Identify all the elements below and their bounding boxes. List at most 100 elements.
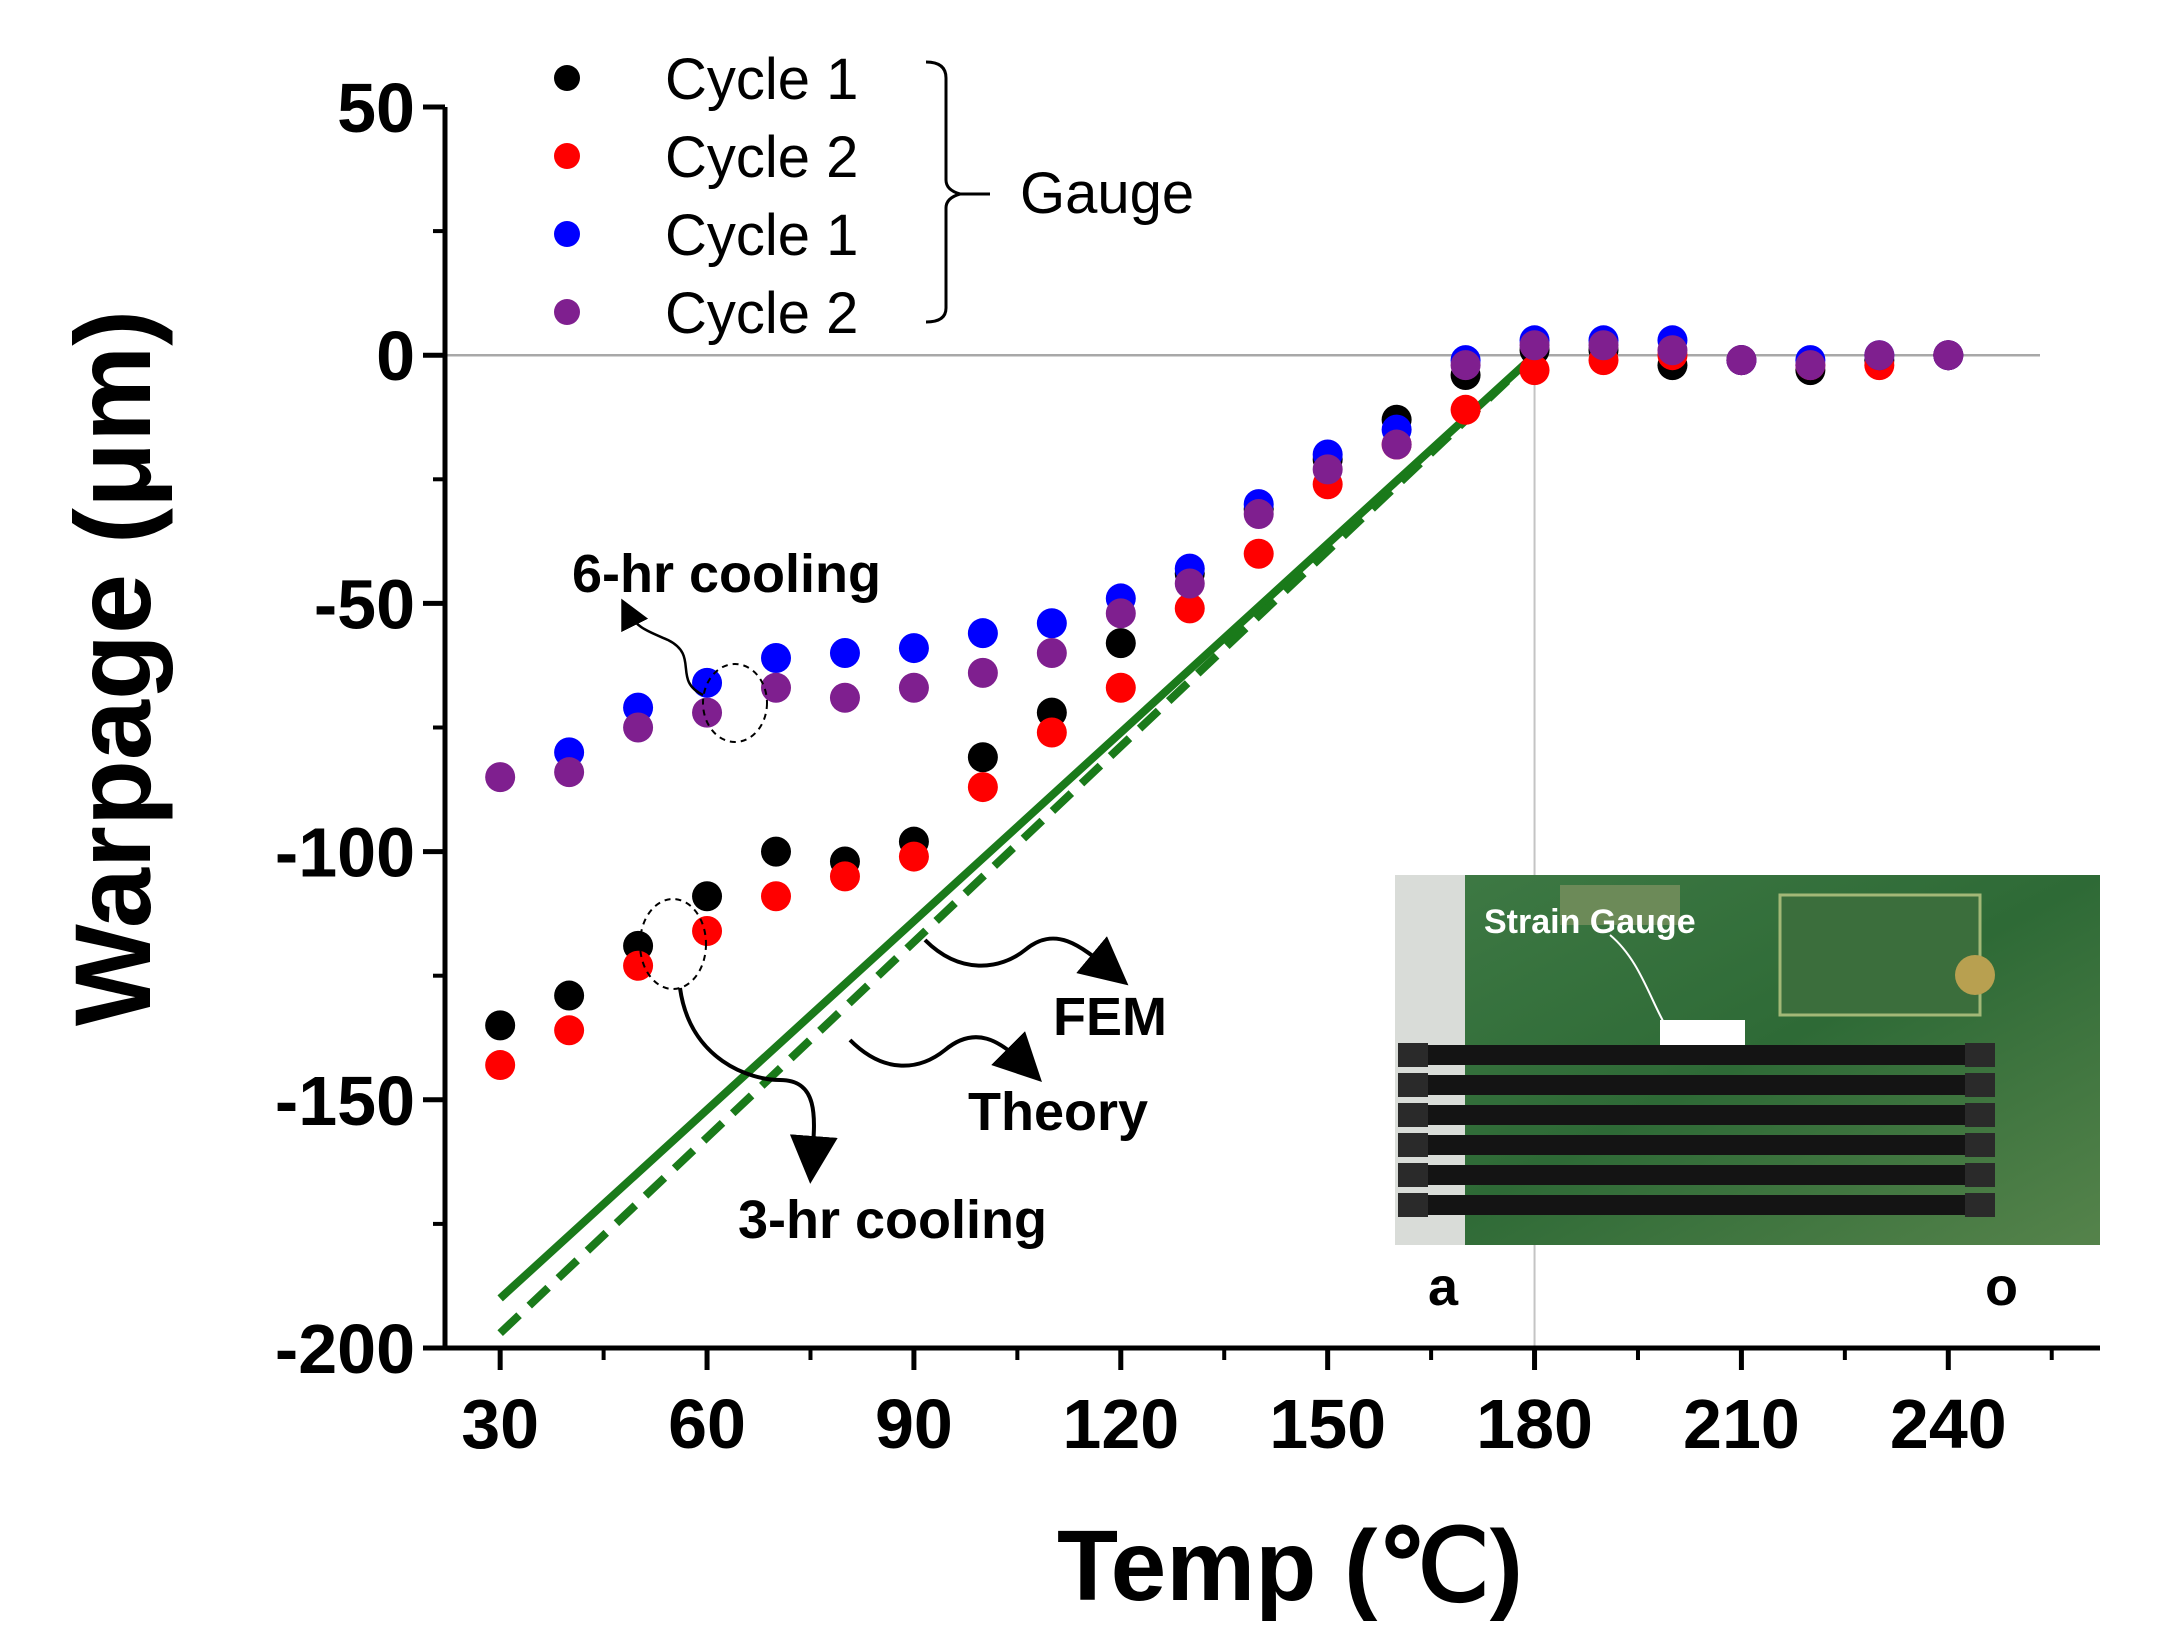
annotation-fem: FEM	[1053, 987, 1167, 1047]
inset-connector-slot	[1410, 1105, 1980, 1125]
inset-connector-latch	[1398, 1163, 1428, 1187]
x-tick-label: 150	[1269, 1385, 1386, 1463]
gauge-purple-cycle2-point	[1174, 568, 1205, 599]
annotation-3hr-cooling: 3-hr cooling	[738, 1190, 1047, 1250]
inset-gauge-patch	[1660, 1020, 1745, 1046]
arrow-theory	[848, 1031, 1042, 1082]
arrow-fem	[923, 936, 1129, 986]
x-tick-label: 210	[1683, 1385, 1800, 1463]
gauge-black-cycle1-point	[554, 980, 585, 1011]
annotations: 6-hr cooling 3-hr cooling FEM Theory	[572, 544, 1167, 1250]
gauge-purple-cycle2-point	[1933, 340, 1964, 371]
inset-component	[1778, 893, 1982, 1017]
data-points	[485, 325, 1964, 1081]
y-tick-label: -50	[314, 565, 415, 643]
gauge-purple-cycle2-point	[829, 682, 860, 713]
legend-entry-label: Cycle 2	[665, 281, 858, 346]
y-tick-label: -100	[275, 814, 415, 892]
y-tick-label: -200	[275, 1310, 415, 1388]
inset-connectors	[1398, 1043, 1995, 1217]
gauge-blue-cycle1-point	[829, 638, 860, 669]
gauge-purple-cycle2-point	[1036, 638, 1067, 669]
inset-connector-latch	[1965, 1163, 1995, 1187]
gauge-red-cycle2-point	[898, 841, 929, 872]
gauge-red-cycle2-point	[1243, 538, 1274, 569]
inset-chip	[1560, 885, 1680, 925]
model-lines	[497, 352, 1538, 1337]
gauge-purple-cycle2-point	[623, 712, 654, 743]
gauge-red-cycle2-point	[554, 1015, 585, 1046]
gauge-purple-cycle2-point	[1105, 598, 1136, 629]
gauge-purple-cycle2-point	[1450, 350, 1481, 381]
gauge-red-cycle2-point	[692, 916, 723, 947]
gauge-red-cycle2-point	[829, 861, 860, 892]
gauge-red-cycle2-point	[1519, 355, 1550, 386]
inset-connector-slot	[1410, 1165, 1980, 1185]
legend-entry-label: Cycle 1	[665, 203, 858, 268]
gauge-purple-cycle2-point	[1243, 499, 1274, 530]
x-tick-label: 30	[461, 1385, 539, 1463]
gauge-blue-cycle1-point	[761, 643, 791, 674]
inset-connector-latch	[1965, 1043, 1995, 1067]
gauge-red-cycle2-point	[1174, 593, 1205, 624]
gauge-black-cycle1-point	[485, 1010, 516, 1041]
gauge-red-cycle2-point	[761, 881, 791, 912]
legend-marker	[554, 299, 580, 325]
gauge-red-cycle2-point	[623, 950, 654, 981]
legend: Cycle 1 Cycle 2 Cycle 1 Cycle 2	[554, 47, 858, 346]
theory-line	[497, 352, 1538, 1337]
inset-photo: Strain Gauge a o	[1395, 875, 2100, 1317]
y-tick-label: 0	[376, 317, 415, 395]
inset-connector-slot	[1410, 1075, 1980, 1095]
inset-mount-hole	[1955, 955, 1995, 995]
inset-connector-latch	[1965, 1073, 1995, 1097]
inset-connector-slot	[1410, 1135, 1980, 1155]
legend-marker	[554, 221, 580, 247]
gauge-purple-cycle2-point	[1726, 345, 1757, 376]
x-tick-label: 180	[1476, 1385, 1593, 1463]
y-axis-title: Warpage (μm)	[52, 310, 173, 1026]
legend-group-label: Gauge	[1020, 161, 1194, 226]
gauge-purple-cycle2-point	[1381, 429, 1412, 460]
x-tick-label: 120	[1062, 1385, 1179, 1463]
x-tick-label: 60	[668, 1385, 746, 1463]
gauge-purple-cycle2-point	[554, 757, 585, 788]
legend-marker	[554, 65, 580, 91]
gauge-red-cycle2-point	[967, 772, 998, 803]
tick-labels: 50 0 -50 -100 -150 -200 30 60 90 120 150 180 210 240	[275, 69, 2007, 1463]
inset-connector-slot	[1410, 1045, 1980, 1065]
gauge-red-cycle2-point	[485, 1050, 516, 1081]
axis-ticks	[423, 104, 2054, 1370]
gauge-purple-cycle2-point	[1864, 340, 1895, 371]
gauge-purple-cycle2-point	[967, 657, 998, 688]
gauge-blue-cycle1-point	[967, 618, 998, 649]
inset-strain-gauge-label: Strain Gauge	[1484, 903, 1696, 941]
gauge-purple-cycle2-point	[692, 697, 723, 728]
gauge-purple-cycle2-point	[898, 672, 929, 703]
legend-brace	[925, 60, 966, 324]
x-tick-label: 240	[1890, 1385, 2007, 1463]
gauge-purple-cycle2-point	[1588, 330, 1619, 361]
fem-line	[497, 352, 1538, 1302]
circle-6hr-cooling	[702, 663, 768, 743]
legend-entry-label: Cycle 1	[665, 47, 858, 112]
arrow-3hr-cooling	[678, 987, 838, 1184]
legend-entry-label: Cycle 2	[665, 125, 858, 190]
gauge-black-cycle1-point	[1105, 628, 1136, 659]
gauge-purple-cycle2-point	[485, 762, 516, 793]
gauge-red-cycle2-point	[1036, 717, 1067, 748]
annotation-theory: Theory	[968, 1082, 1148, 1142]
gauge-purple-cycle2-point	[1519, 330, 1550, 361]
gauge-blue-cycle1-point	[1036, 608, 1067, 639]
inset-connector-latch	[1398, 1073, 1428, 1097]
gauge-blue-cycle1-point	[898, 633, 929, 664]
gauge-black-cycle1-point	[761, 836, 791, 867]
legend-marker	[554, 143, 580, 169]
inset-connector-slot	[1410, 1195, 1980, 1215]
inset-connector-latch	[1965, 1103, 1995, 1127]
inset-connector-latch	[1398, 1133, 1428, 1157]
inset-connector-latch	[1965, 1193, 1995, 1217]
y-tick-label: 50	[337, 69, 415, 147]
gauge-black-cycle1-point	[692, 881, 723, 912]
